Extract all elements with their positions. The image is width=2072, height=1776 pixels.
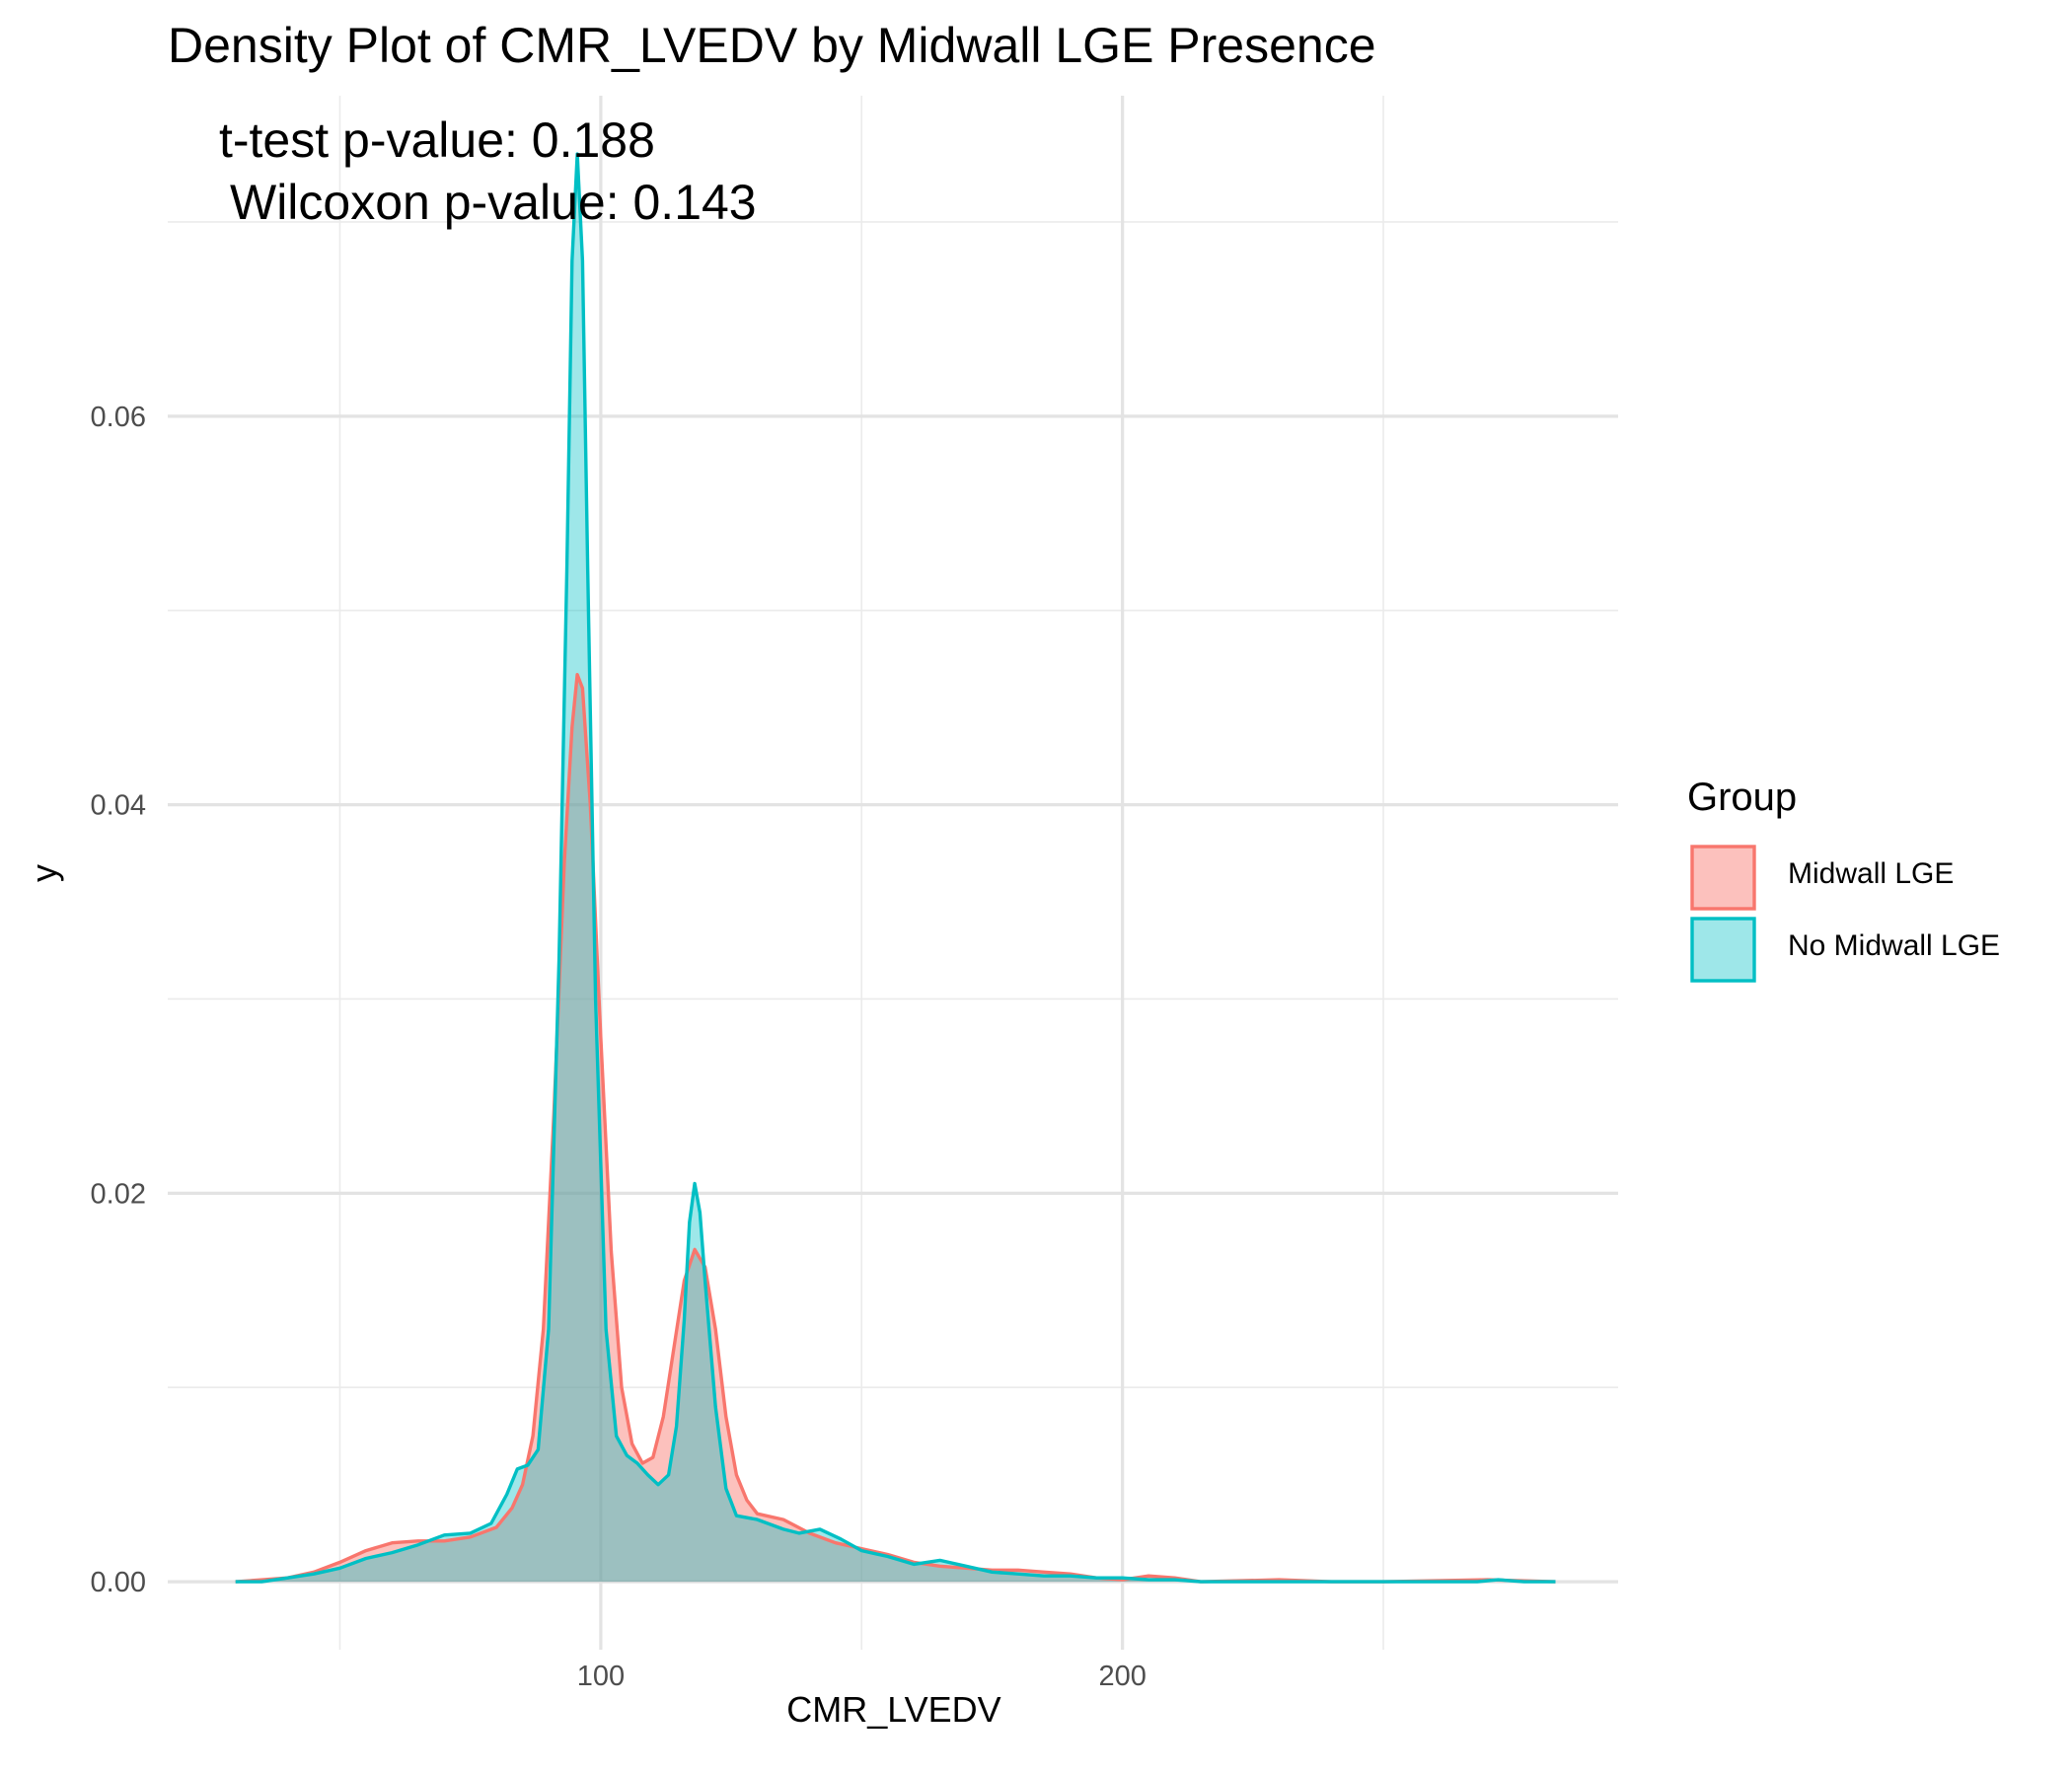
density-lines	[235, 152, 1556, 1584]
x-tick-label: 200	[1098, 1661, 1146, 1692]
y-tick-label: 0.02	[91, 1178, 146, 1210]
density-line-no-midwall-lge	[235, 152, 1556, 1584]
y-tick-label: 0.06	[91, 402, 146, 433]
ttest-annotation: t-test p-value: 0.188	[219, 112, 655, 168]
legend: Group Midwall LGE No Midwall LGE	[1687, 776, 2000, 983]
y-tick-label: 0.00	[91, 1567, 146, 1598]
density-areas	[235, 154, 1556, 1583]
legend-key-no-midwall-lge	[1690, 917, 1756, 983]
x-tick-label: 100	[577, 1661, 625, 1692]
legend-keys	[1690, 845, 1756, 983]
wilcoxon-annotation: Wilcoxon p-value: 0.143	[230, 175, 757, 230]
grid-lines	[168, 96, 1618, 1650]
legend-key-bg	[1690, 845, 1756, 911]
chart-title: Density Plot of CMR_LVEDV by Midwall LGE…	[168, 18, 1376, 73]
legend-key-bg	[1690, 917, 1756, 983]
legend-label-no-midwall-lge: No Midwall LGE	[1788, 929, 2000, 962]
legend-key-midwall-lge	[1690, 845, 1756, 911]
x-axis-title: CMR_LVEDV	[786, 1689, 1000, 1730]
density-area-midwall-lge	[235, 674, 1556, 1583]
tick-labels: 100 200 0.00 0.02 0.04 0.06	[91, 402, 1147, 1692]
density-line-midwall-lge	[235, 673, 1556, 1584]
y-axis-title: y	[24, 864, 64, 882]
legend-title: Group	[1687, 776, 1797, 819]
legend-label-midwall-lge: Midwall LGE	[1788, 857, 1954, 890]
density-area-no-midwall-lge	[235, 154, 1556, 1583]
y-tick-label: 0.04	[91, 790, 146, 822]
